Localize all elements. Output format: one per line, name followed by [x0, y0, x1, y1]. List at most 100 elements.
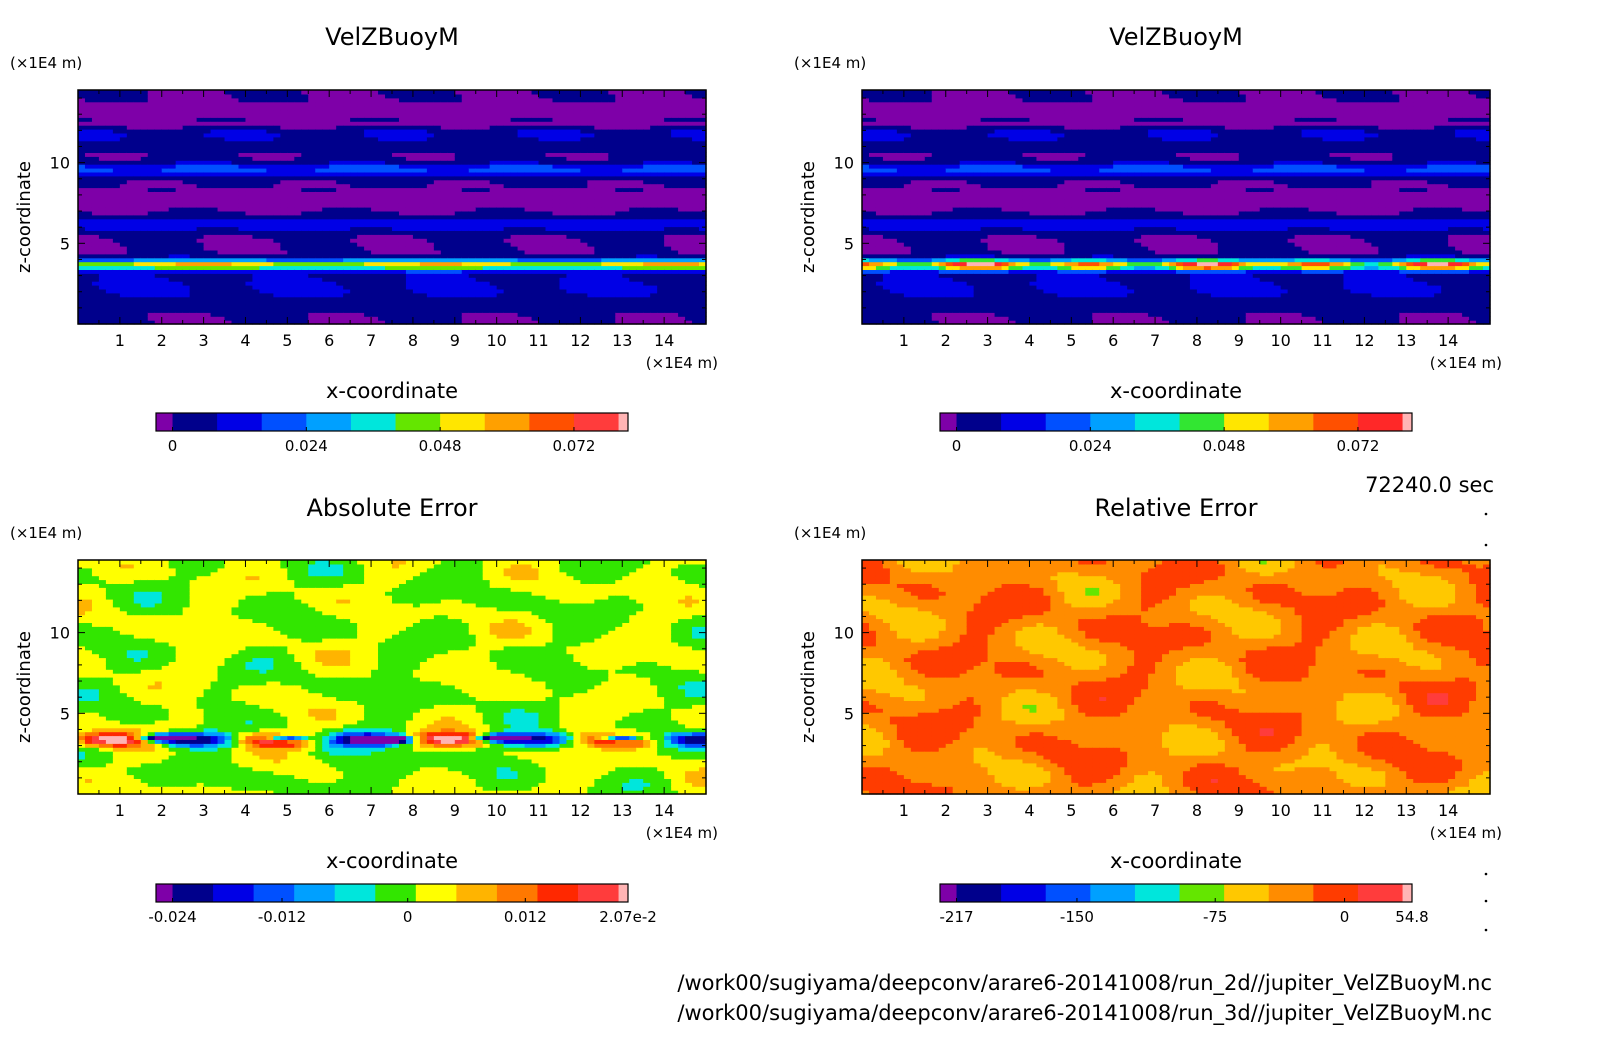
heatmap-cell [78, 179, 86, 185]
heatmap-cell [161, 253, 170, 259]
heatmap-cell [385, 156, 393, 161]
heatmap-cell [468, 265, 477, 270]
heatmap-cell [280, 300, 288, 306]
heatmap-cell [78, 101, 86, 107]
heatmap-cell [573, 140, 581, 146]
heatmap-cell [580, 207, 588, 212]
heatmap-cell [119, 234, 128, 239]
heatmap-cell [468, 179, 477, 185]
heatmap-cell [294, 230, 302, 235]
heatmap-cell [510, 230, 519, 235]
heatmap-cell [91, 156, 100, 161]
heatmap-cell [322, 121, 330, 126]
heatmap-cell [489, 230, 498, 235]
heatmap-cell [545, 320, 554, 325]
heatmap-cell [322, 246, 330, 251]
heatmap-cell [126, 164, 135, 169]
heatmap-cell [552, 210, 561, 216]
heatmap-cell [308, 156, 316, 161]
heatmap-cell [343, 175, 351, 181]
heatmap-cell [168, 136, 177, 142]
heatmap-cell [496, 175, 505, 181]
heatmap-cell [405, 273, 414, 278]
heatmap-cell [217, 164, 226, 169]
heatmap-cell [119, 168, 128, 173]
heatmap-cell [496, 93, 505, 99]
heatmap-cell [426, 277, 435, 282]
heatmap-cell [287, 105, 295, 111]
heatmap-cell [601, 226, 609, 231]
heatmap-cell [259, 246, 267, 251]
heatmap-cell [84, 90, 93, 95]
heatmap-cell [482, 156, 491, 161]
heatmap-cell [266, 265, 274, 270]
heatmap-cell [650, 277, 658, 282]
heatmap-cell [392, 191, 400, 196]
heatmap-cell [119, 175, 128, 181]
heatmap-cell [426, 222, 435, 228]
heatmap-cell [573, 105, 581, 111]
heatmap-cell [217, 292, 226, 298]
heatmap-cell [580, 296, 588, 302]
heatmap-cell [231, 257, 240, 263]
heatmap-cell [161, 132, 170, 138]
heatmap-cell [517, 191, 526, 196]
heatmap-cell [147, 230, 156, 235]
heatmap-cell [461, 273, 470, 278]
heatmap-cell [84, 152, 93, 157]
heatmap-cell [168, 265, 177, 270]
heatmap-cell [287, 129, 295, 134]
heatmap-cell [426, 308, 435, 313]
heatmap-cell [224, 90, 233, 95]
heatmap-cell [531, 183, 540, 189]
heatmap-cell [398, 261, 407, 267]
heatmap-cell [419, 234, 428, 239]
heatmap-cell [133, 203, 142, 208]
heatmap-cell [371, 320, 379, 325]
heatmap-cell [573, 277, 581, 282]
heatmap-cell [336, 253, 344, 259]
heatmap-cell [357, 281, 365, 286]
heatmap-cell [336, 136, 344, 142]
heatmap-cell [196, 129, 205, 134]
heatmap-cell [566, 148, 575, 153]
heatmap-cell [154, 296, 163, 302]
heatmap-cell [224, 121, 233, 126]
heatmap-cell [287, 218, 295, 224]
heatmap-cell [168, 199, 177, 204]
heatmap-cell [559, 140, 568, 146]
heatmap-cell [643, 246, 651, 251]
heatmap-cell [322, 117, 330, 122]
heatmap-cell [336, 222, 344, 228]
heatmap-cell [405, 281, 414, 286]
heatmap-cell [622, 160, 630, 165]
heatmap-cell [231, 171, 240, 177]
heatmap-cell [371, 175, 379, 181]
heatmap-cell [440, 93, 449, 99]
heatmap-cell [161, 246, 170, 251]
heatmap-cell [98, 214, 107, 220]
heatmap-cell [196, 160, 205, 165]
heatmap-cell [482, 168, 491, 173]
heatmap-cell [266, 117, 274, 122]
heatmap-cell [245, 117, 254, 122]
heatmap-cell [336, 168, 344, 173]
heatmap-cell [329, 175, 337, 181]
heatmap-cell [301, 320, 309, 325]
heatmap-cell [350, 238, 358, 243]
heatmap-cell [371, 312, 379, 317]
heatmap-cell [468, 277, 477, 282]
heatmap-cell [357, 144, 365, 150]
heatmap-cell [147, 117, 156, 122]
heatmap-cell [559, 97, 568, 103]
heatmap-cell [482, 105, 491, 111]
heatmap-cell [503, 187, 512, 192]
heatmap-cell [482, 320, 491, 325]
heatmap-cell [322, 144, 330, 150]
heatmap-cell [503, 265, 512, 270]
heatmap-cell [350, 117, 358, 122]
heatmap-cell [573, 148, 581, 153]
heatmap-cell [398, 214, 407, 220]
heatmap-cell [287, 148, 295, 153]
heatmap-cell [224, 257, 233, 263]
